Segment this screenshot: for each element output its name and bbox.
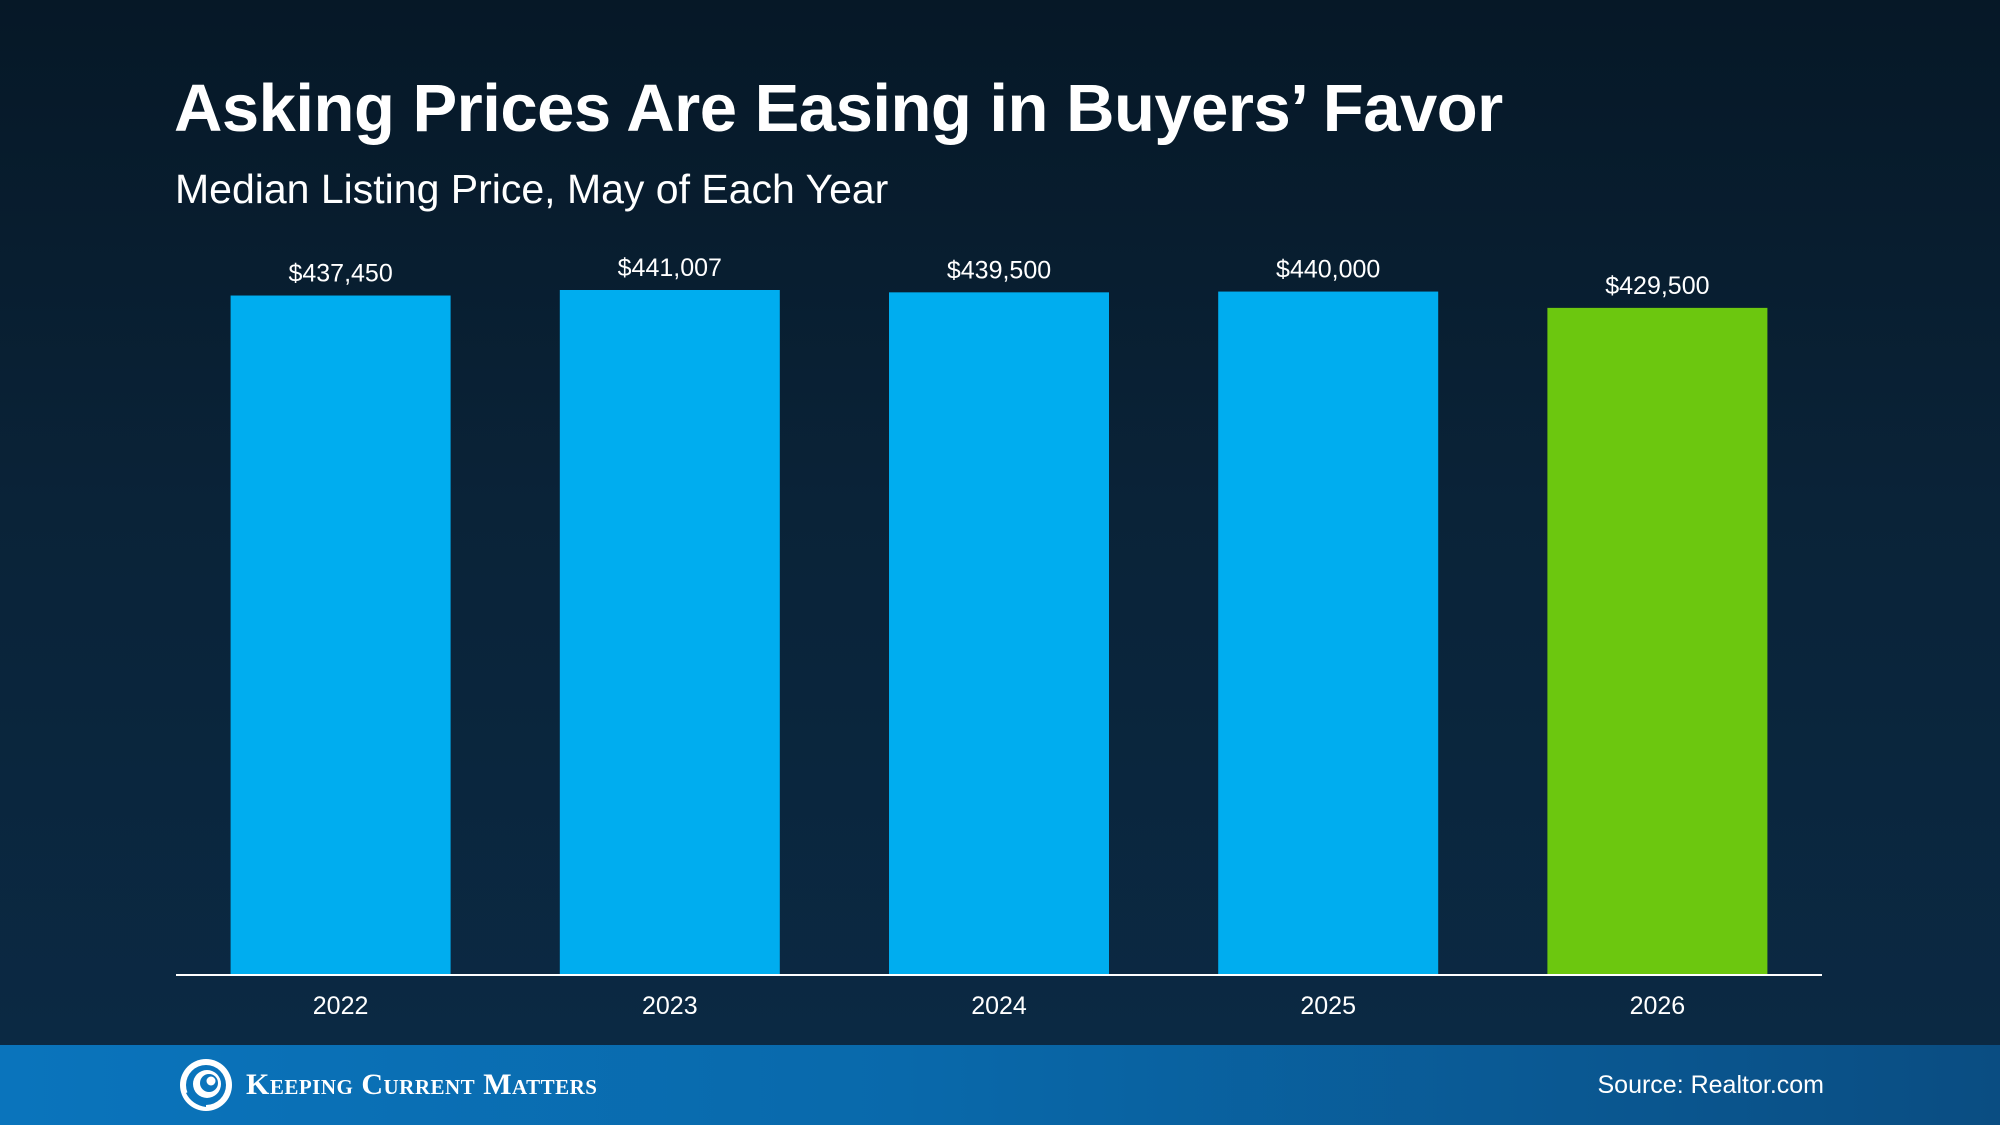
- x-tick-label-2023: 2023: [642, 992, 698, 1020]
- data-label-2022: $437,450: [288, 260, 392, 288]
- x-tick-label-2024: 2024: [971, 992, 1027, 1020]
- x-tick-label-2025: 2025: [1300, 992, 1356, 1020]
- swirl-logo-icon: [180, 1059, 232, 1111]
- brand-name: Keeping Current Matters: [246, 1068, 598, 1101]
- bar-2024: [889, 292, 1109, 975]
- chart-title: Asking Prices Are Easing in Buyers’ Favo…: [174, 71, 1503, 146]
- chart-subtitle: Median Listing Price, May of Each Year: [175, 166, 889, 212]
- source-label: Source: Realtor.com: [1597, 1071, 1825, 1099]
- brand: Keeping Current Matters: [178, 1057, 597, 1113]
- bar-2025: [1218, 291, 1439, 975]
- data-label-2024: $439,500: [947, 256, 1051, 284]
- data-label-2026: $429,500: [1605, 272, 1709, 300]
- x-tick-label-2026: 2026: [1630, 992, 1686, 1020]
- bar-2022: [230, 295, 451, 975]
- bar-2026: [1547, 307, 1768, 975]
- footer-bar: Keeping Current Matters Source: Realtor.…: [0, 1045, 2000, 1125]
- x-tick-label-2022: 2022: [313, 992, 369, 1020]
- bar-2023: [559, 290, 780, 975]
- data-label-2023: $441,007: [618, 254, 722, 282]
- data-label-2025: $440,000: [1276, 256, 1380, 284]
- bar-chart: $437,450 2022 $441,007 2023 $439,500 2024 $440…: [230, 254, 1768, 1020]
